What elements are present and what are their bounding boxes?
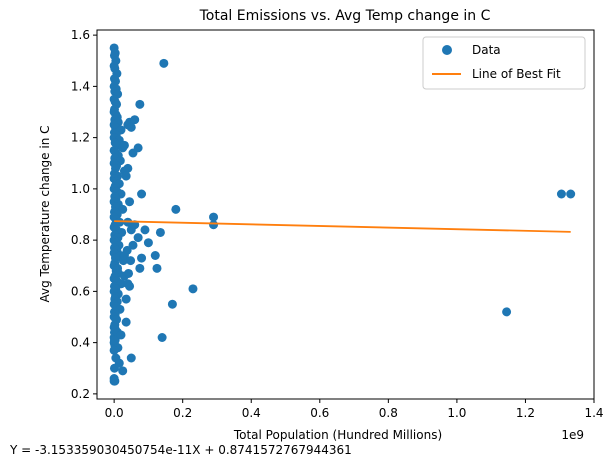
data-point: [123, 163, 133, 173]
x-tick-label: 1.4: [584, 406, 603, 420]
y-tick-label: 1.6: [71, 28, 90, 42]
legend-data-label: Data: [472, 43, 501, 57]
data-point: [122, 245, 132, 255]
data-point: [118, 366, 128, 376]
data-points: [109, 43, 576, 386]
data-point: [135, 263, 145, 273]
regression-equation: Y = -3.153359030450754e-11X + 0.87415727…: [9, 443, 352, 457]
best-fit-line-group: [114, 220, 571, 233]
data-point: [209, 212, 219, 222]
data-point: [124, 268, 134, 278]
data-point: [137, 189, 147, 199]
x-axis-offset-text: 1e9: [561, 428, 584, 442]
data-point: [126, 353, 136, 363]
data-point: [133, 143, 143, 153]
legend-fit-line-label: Line of Best Fit: [472, 67, 561, 81]
x-axis-ticks: 0.0 0.2 0.4 0.6 0.8 1.0 1.2 1.4: [105, 399, 604, 420]
x-tick-label: 0.2: [173, 406, 192, 420]
data-point: [133, 233, 143, 243]
x-tick-label: 0.8: [379, 406, 398, 420]
data-point: [121, 294, 131, 304]
x-tick-label: 0.6: [310, 406, 329, 420]
x-tick-label: 1.2: [516, 406, 535, 420]
data-point: [159, 58, 169, 68]
x-tick-label: 0.0: [105, 406, 124, 420]
legend-data-marker: [442, 45, 452, 55]
data-point: [167, 299, 177, 309]
data-point: [188, 284, 198, 294]
data-point: [121, 171, 131, 181]
data-point: [109, 376, 119, 386]
data-point: [126, 256, 136, 266]
data-point: [152, 263, 162, 273]
chart-title: Total Emissions vs. Avg Temp change in C: [199, 8, 491, 24]
data-point: [121, 317, 131, 327]
x-axis-label: Total Population (Hundred Millions): [233, 428, 442, 442]
y-tick-label: 1.2: [71, 131, 90, 145]
x-tick-label: 0.4: [242, 406, 261, 420]
data-point: [135, 99, 145, 109]
y-tick-label: 1.0: [71, 182, 90, 196]
x-tick-label: 1.0: [447, 406, 466, 420]
data-point: [171, 204, 181, 214]
y-tick-label: 0.8: [71, 233, 90, 247]
legend-frame: [422, 36, 586, 90]
data-point: [116, 330, 126, 340]
data-point: [137, 253, 147, 263]
y-tick-label: 1.4: [71, 79, 90, 93]
y-tick-label: 0.2: [71, 387, 90, 401]
data-point: [143, 238, 153, 248]
legend: Data Line of Best Fit: [422, 36, 586, 90]
best-fit-line: [114, 220, 571, 233]
data-point: [140, 225, 150, 235]
data-point: [109, 335, 119, 345]
data-point: [125, 197, 135, 207]
axes-frame: [96, 29, 595, 400]
y-axis-ticks: 0.2 0.4 0.6 0.8 1.0 1.2 1.4 1.6: [71, 28, 97, 401]
data-point: [157, 333, 167, 342]
data-point: [130, 115, 140, 125]
y-tick-label: 0.6: [71, 284, 90, 298]
data-point: [566, 189, 576, 199]
y-axis-label: Avg Temperature change in C: [38, 126, 52, 303]
data-point: [556, 189, 566, 199]
data-point: [126, 122, 136, 132]
data-point: [119, 140, 129, 150]
data-point: [502, 307, 512, 317]
data-point: [114, 358, 124, 368]
plot-area: 0.0 0.2 0.4 0.6 0.8 1.0 1.2 1.4 0.2 0.4 0.6 0.8 1.0…: [71, 28, 604, 420]
data-point: [150, 251, 160, 260]
data-point: [125, 281, 135, 291]
data-point: [109, 345, 119, 355]
data-point: [209, 220, 219, 230]
y-tick-label: 0.4: [71, 336, 90, 350]
data-point: [128, 240, 138, 250]
data-point: [155, 227, 165, 237]
